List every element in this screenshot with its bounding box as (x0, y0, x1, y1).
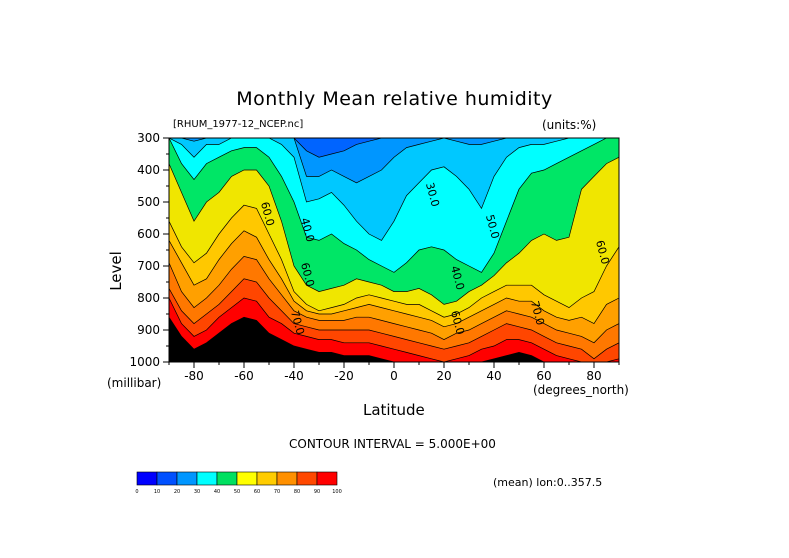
colorbar-swatch (196, 471, 218, 486)
colorbar-tick-label: 100 (332, 489, 342, 495)
colorbar-swatch (176, 471, 198, 486)
contour-line-13 (169, 316, 619, 362)
contour-band-14 (169, 317, 619, 362)
y-tick-label: 300 (137, 131, 160, 145)
y-tick-label: 1000 (129, 355, 160, 369)
colorbar-tick-label: 80 (294, 489, 300, 495)
colorbar-swatch (316, 471, 338, 486)
contour-fills (169, 138, 619, 362)
contour-label: 50.0 (483, 213, 502, 240)
contour-line-5 (169, 138, 619, 241)
contour-label: 60.0 (298, 261, 317, 288)
colorbar-swatch (256, 471, 278, 486)
x-tick-label: 40 (486, 369, 501, 383)
averaging-label: (mean) lon:0..357.5 (493, 476, 603, 489)
contour-line-10 (169, 256, 619, 344)
contour-labels: 60.0 40.0 60.0 70.0 30.0 40.0 60.0 50.0 70.0 60.0 (258, 181, 612, 336)
x-axis-ticks: -80 -60 -40 -20 0 20 40 60 80 (168, 362, 620, 383)
y-tick-label: 900 (137, 323, 160, 337)
colorbar-tick-label: 40 (214, 489, 220, 495)
colorbar-swatch (276, 471, 298, 486)
colorbar-tick-label: 60 (254, 489, 260, 495)
y-axis-unit: (millibar) (107, 376, 162, 390)
y-tick-label: 500 (137, 195, 160, 209)
colorbar-swatch (136, 471, 158, 486)
contour-lines (169, 138, 619, 362)
x-tick-label: 0 (390, 369, 398, 383)
units-label: (units:%) (542, 118, 597, 132)
colorbar-tick-label: 0 (135, 489, 138, 495)
contour-label: 60.0 (258, 200, 277, 227)
contour-line-4 (169, 138, 619, 184)
contour-label: 40.0 (448, 264, 467, 291)
x-tick-label: -20 (334, 369, 354, 383)
contour-label: 30.0 (423, 181, 442, 208)
x-tick-label: -80 (184, 369, 204, 383)
contour-label: 60.0 (448, 309, 467, 336)
contour-line-12 (169, 297, 619, 362)
x-tick-label: 80 (586, 369, 601, 383)
x-tick-label: 20 (436, 369, 451, 383)
x-tick-label: -40 (284, 369, 304, 383)
y-axis-ticks: 300 400 500 600 700 800 900 1000 (129, 131, 169, 369)
colorbar-tick-label: 20 (174, 489, 180, 495)
colorbar-tick-label: 50 (234, 489, 240, 495)
contour-line-8 (169, 204, 619, 318)
x-tick-label: -60 (234, 369, 254, 383)
y-tick-label: 600 (137, 227, 160, 241)
colorbar-tick-label: 10 (154, 489, 160, 495)
contour-label: 70.0 (288, 309, 307, 336)
colorbar-swatch (156, 471, 178, 486)
contour-label: 40.0 (298, 216, 317, 243)
dataset-label: [RHUM_1977-12_NCEP.nc] (173, 119, 304, 130)
contour-line-9 (169, 230, 619, 328)
contour-interval-label: CONTOUR INTERVAL = 5.000E+00 (289, 437, 496, 451)
colorbar: 0 10 20 30 40 50 60 70 80 90 100 (135, 471, 342, 495)
contour-line-7 (169, 156, 619, 305)
x-axis-unit: (degrees_north) (533, 383, 629, 397)
colorbar-swatch (216, 471, 238, 486)
chart-title: Monthly Mean relative humidity (236, 88, 553, 110)
y-tick-label: 800 (137, 291, 160, 305)
x-axis-label: Latitude (363, 401, 425, 419)
contour-label: 60.0 (593, 239, 612, 266)
colorbar-tick-label: 70 (274, 489, 280, 495)
contour-line-6 (169, 138, 619, 273)
x-tick-label: 60 (536, 369, 551, 383)
colorbar-swatch (236, 471, 258, 486)
y-tick-label: 400 (137, 163, 160, 177)
colorbar-tick-label: 30 (194, 489, 200, 495)
y-tick-label: 700 (137, 259, 160, 273)
contour-line-11 (169, 278, 619, 360)
colorbar-tick-label: 90 (314, 489, 320, 495)
contour-label: 70.0 (528, 300, 547, 327)
colorbar-swatch (296, 471, 318, 486)
